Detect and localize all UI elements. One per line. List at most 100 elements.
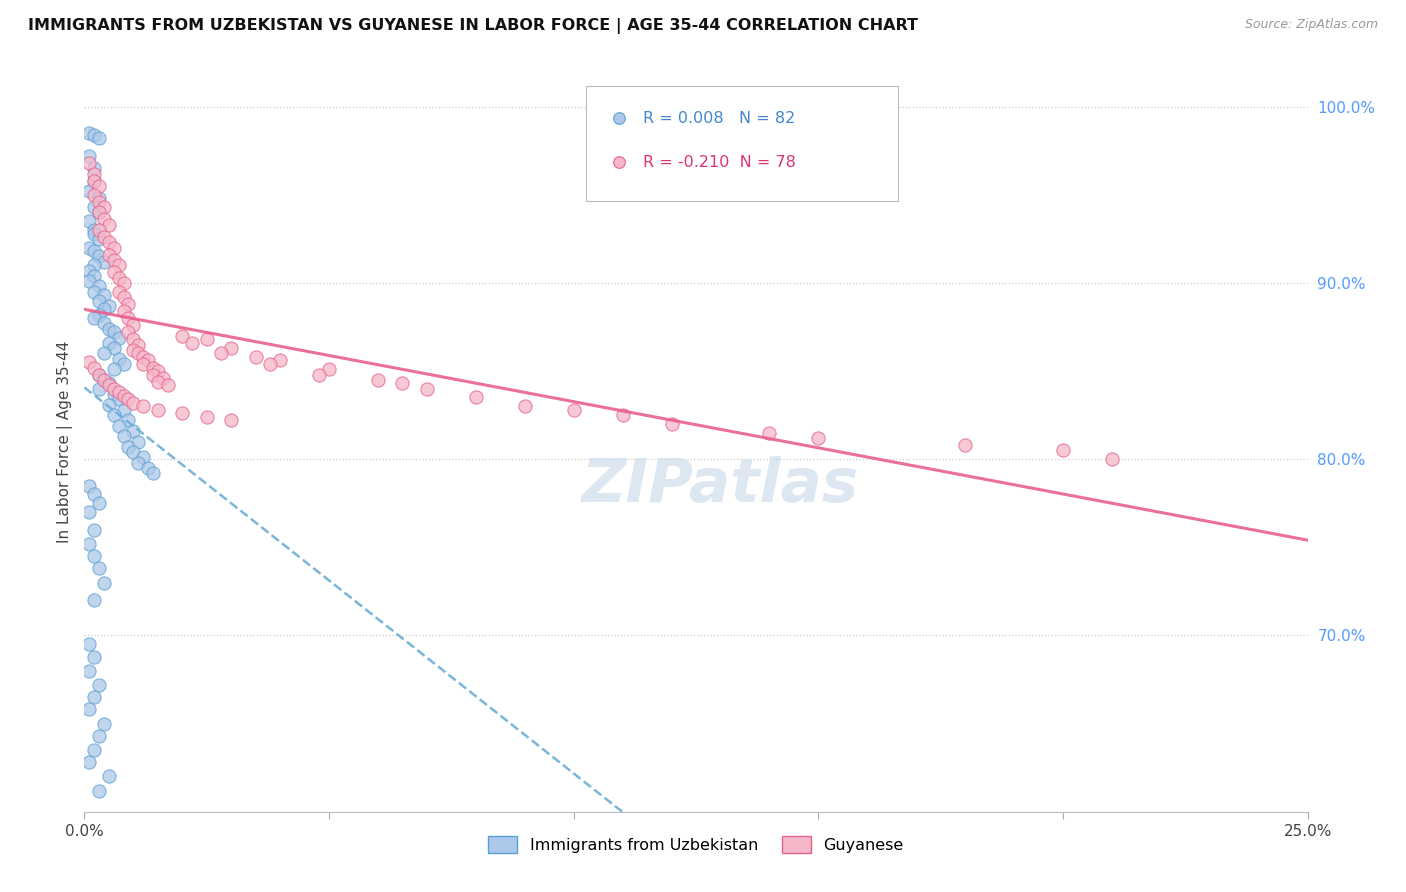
Point <box>87 178 110 193</box>
Point <box>83 360 105 375</box>
Point <box>367 373 389 387</box>
Point <box>87 223 110 237</box>
Point <box>103 387 125 401</box>
Point <box>103 241 125 255</box>
Point <box>83 743 105 757</box>
Point <box>77 478 100 492</box>
Point <box>219 413 242 427</box>
Point <box>107 270 129 285</box>
Point <box>107 385 129 400</box>
Point <box>77 355 100 369</box>
Point <box>87 249 110 263</box>
Legend: Immigrants from Uzbekistan, Guyanese: Immigrants from Uzbekistan, Guyanese <box>482 830 910 859</box>
Point <box>97 299 120 313</box>
Point <box>83 593 105 607</box>
Point <box>87 205 110 219</box>
Point <box>97 322 120 336</box>
Point <box>87 205 110 219</box>
Point <box>87 293 110 308</box>
Point <box>87 783 110 797</box>
Point <box>97 378 120 392</box>
Point <box>87 496 110 510</box>
Point <box>77 537 100 551</box>
Point <box>83 649 105 664</box>
Point <box>93 373 115 387</box>
Point <box>112 276 135 290</box>
Point <box>83 244 105 259</box>
Point <box>87 368 110 382</box>
Point <box>93 254 115 268</box>
Point <box>83 285 105 299</box>
Point <box>172 328 194 343</box>
Point <box>93 716 115 731</box>
Point <box>97 397 120 411</box>
Point <box>195 409 218 424</box>
Point <box>83 258 105 272</box>
Point <box>146 364 169 378</box>
Point <box>87 561 110 575</box>
Point <box>107 285 129 299</box>
FancyBboxPatch shape <box>586 87 898 201</box>
Point <box>132 357 155 371</box>
Point <box>562 402 585 417</box>
Point <box>117 311 139 326</box>
Point <box>807 431 830 445</box>
Point <box>93 302 115 317</box>
Point <box>1052 443 1074 458</box>
Point <box>97 769 120 783</box>
Point <box>122 343 145 357</box>
Point <box>83 174 105 188</box>
Point <box>87 279 110 293</box>
Point <box>127 346 149 360</box>
Point <box>97 376 120 391</box>
Point <box>112 402 135 417</box>
Point <box>77 263 100 277</box>
Point <box>83 161 105 176</box>
Point <box>93 288 115 302</box>
Point <box>87 678 110 692</box>
Point <box>103 341 125 355</box>
Point <box>122 332 145 346</box>
Point <box>83 200 105 214</box>
Point <box>156 378 179 392</box>
Point <box>122 445 145 459</box>
Point <box>77 274 100 288</box>
Point <box>112 357 135 371</box>
Point <box>93 373 115 387</box>
Point <box>97 335 120 350</box>
Point <box>97 235 120 250</box>
Point <box>93 230 115 244</box>
Point <box>127 337 149 351</box>
Point <box>612 408 634 422</box>
Point <box>87 131 110 145</box>
Point <box>83 227 105 241</box>
Point <box>122 318 145 333</box>
Point <box>195 332 218 346</box>
Point <box>464 391 486 405</box>
Point <box>152 371 174 385</box>
Point <box>103 408 125 422</box>
Point <box>103 252 125 267</box>
Point <box>269 353 291 368</box>
Point <box>953 438 976 452</box>
Point <box>136 461 159 475</box>
Point <box>117 413 139 427</box>
Point <box>83 128 105 142</box>
Point <box>127 456 149 470</box>
Point <box>77 637 100 651</box>
Point <box>142 368 165 382</box>
Point <box>142 360 165 375</box>
Point <box>77 241 100 255</box>
Point <box>103 382 125 396</box>
Point <box>107 258 129 272</box>
Point <box>77 149 100 163</box>
Point <box>77 664 100 678</box>
Point <box>87 308 110 322</box>
Point <box>758 425 780 440</box>
Y-axis label: In Labor Force | Age 35-44: In Labor Force | Age 35-44 <box>58 341 73 542</box>
Point <box>132 450 155 465</box>
Point <box>661 417 683 431</box>
Point <box>77 126 100 140</box>
Point <box>416 382 439 396</box>
Point <box>93 212 115 227</box>
